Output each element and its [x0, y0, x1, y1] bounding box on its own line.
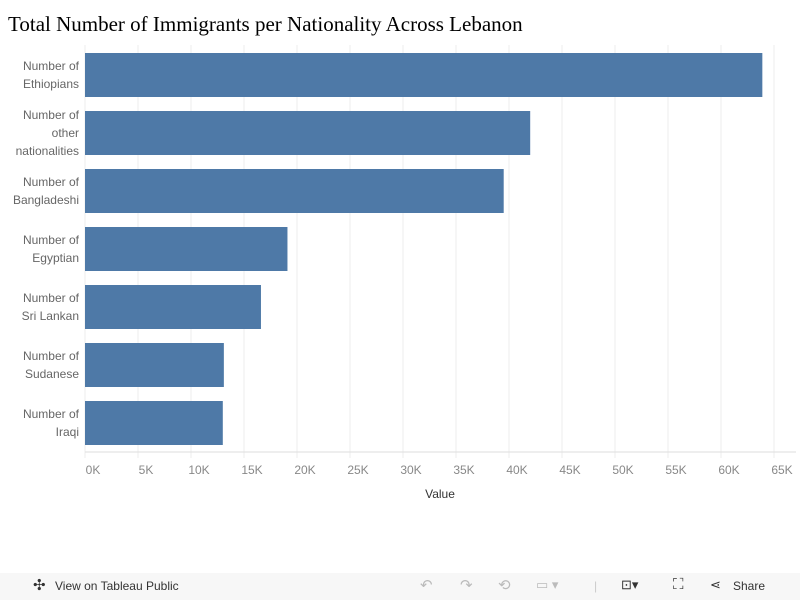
divider: |	[594, 579, 598, 593]
x-axis-title: Value	[425, 487, 455, 501]
bar[interactable]	[85, 111, 531, 155]
category-label: Number of other nationalities	[0, 106, 79, 160]
bar[interactable]	[85, 285, 261, 329]
x-tick-label: 65K	[771, 463, 792, 477]
bar[interactable]	[85, 343, 224, 387]
x-tick-label: 15K	[241, 463, 262, 477]
x-tick-label: 60K	[718, 463, 739, 477]
category-label: Number of Sri Lankan	[0, 289, 79, 325]
x-tick-label: 25K	[347, 463, 368, 477]
category-label-line: Sudanese	[24, 367, 79, 381]
category-label: Number of Egyptian	[0, 231, 79, 267]
share-button[interactable]: Share	[733, 579, 766, 593]
category-label: Number of Bangladeshi	[0, 173, 79, 209]
category-label-line: Number of	[22, 233, 79, 247]
bar[interactable]	[85, 53, 763, 97]
category-label-line: nationalities	[15, 144, 79, 158]
download-icon[interactable]: ⊡▾	[621, 577, 639, 592]
x-tick-label: 50K	[612, 463, 633, 477]
x-tick-label: 5K	[139, 463, 154, 477]
x-tick-label: 10K	[188, 463, 209, 477]
category-label-line: Iraqi	[55, 425, 79, 439]
category-label-line: Egyptian	[32, 251, 79, 265]
category-label-line: Number of	[22, 175, 79, 189]
toolbar: ✣ View on Tableau Public ↶ ↷ ⟲ ▭ ▾ | ⊡▾ …	[0, 573, 800, 600]
bar[interactable]	[85, 227, 288, 271]
category-label-line: Number of	[22, 349, 79, 363]
x-tick-label: 20K	[294, 463, 315, 477]
bar[interactable]	[85, 401, 223, 445]
x-tick-label: 55K	[665, 463, 686, 477]
category-label-line: Bangladeshi	[12, 193, 79, 207]
fullscreen-icon[interactable]: ⛶	[673, 576, 684, 593]
revert-icon[interactable]: ⟲	[498, 577, 511, 594]
share-icon[interactable]: ⋖	[710, 577, 721, 592]
x-tick-label: 35K	[453, 463, 474, 477]
category-label-line: Ethiopians	[22, 77, 79, 91]
chart-title: Total Number of Immigrants per Nationali…	[8, 12, 523, 36]
x-tick-label: 0K	[86, 463, 101, 477]
category-label-line: Number of	[22, 59, 79, 73]
x-tick-label: 40K	[506, 463, 527, 477]
category-label-line: Sri Lankan	[21, 309, 79, 323]
undo-icon[interactable]: ↶	[420, 577, 433, 594]
x-tick-label: 30K	[400, 463, 421, 477]
x-tick-label: 45K	[559, 463, 580, 477]
category-label: Number of Iraqi	[0, 405, 79, 441]
category-label: Number of Ethiopians	[0, 57, 79, 93]
category-label-line: other	[51, 126, 79, 140]
category-label-line: Number of	[22, 108, 79, 122]
tableau-logo-icon: ✣	[33, 577, 46, 594]
category-label: Number of Sudanese	[0, 347, 79, 383]
redo-icon[interactable]: ↷	[460, 577, 473, 594]
category-label-line: Number of	[22, 291, 79, 305]
bar-chart: 0K 5K 10K 15K 20K 25K 30K 35K 40K 45K 50K 55K 60K 65K…	[84, 45, 796, 501]
refresh-icon[interactable]: ▭ ▾	[536, 577, 559, 592]
view-on-tableau-link[interactable]: View on Tableau Public	[55, 579, 179, 593]
category-label-line: Number of	[22, 407, 79, 421]
bar[interactable]	[85, 169, 504, 213]
